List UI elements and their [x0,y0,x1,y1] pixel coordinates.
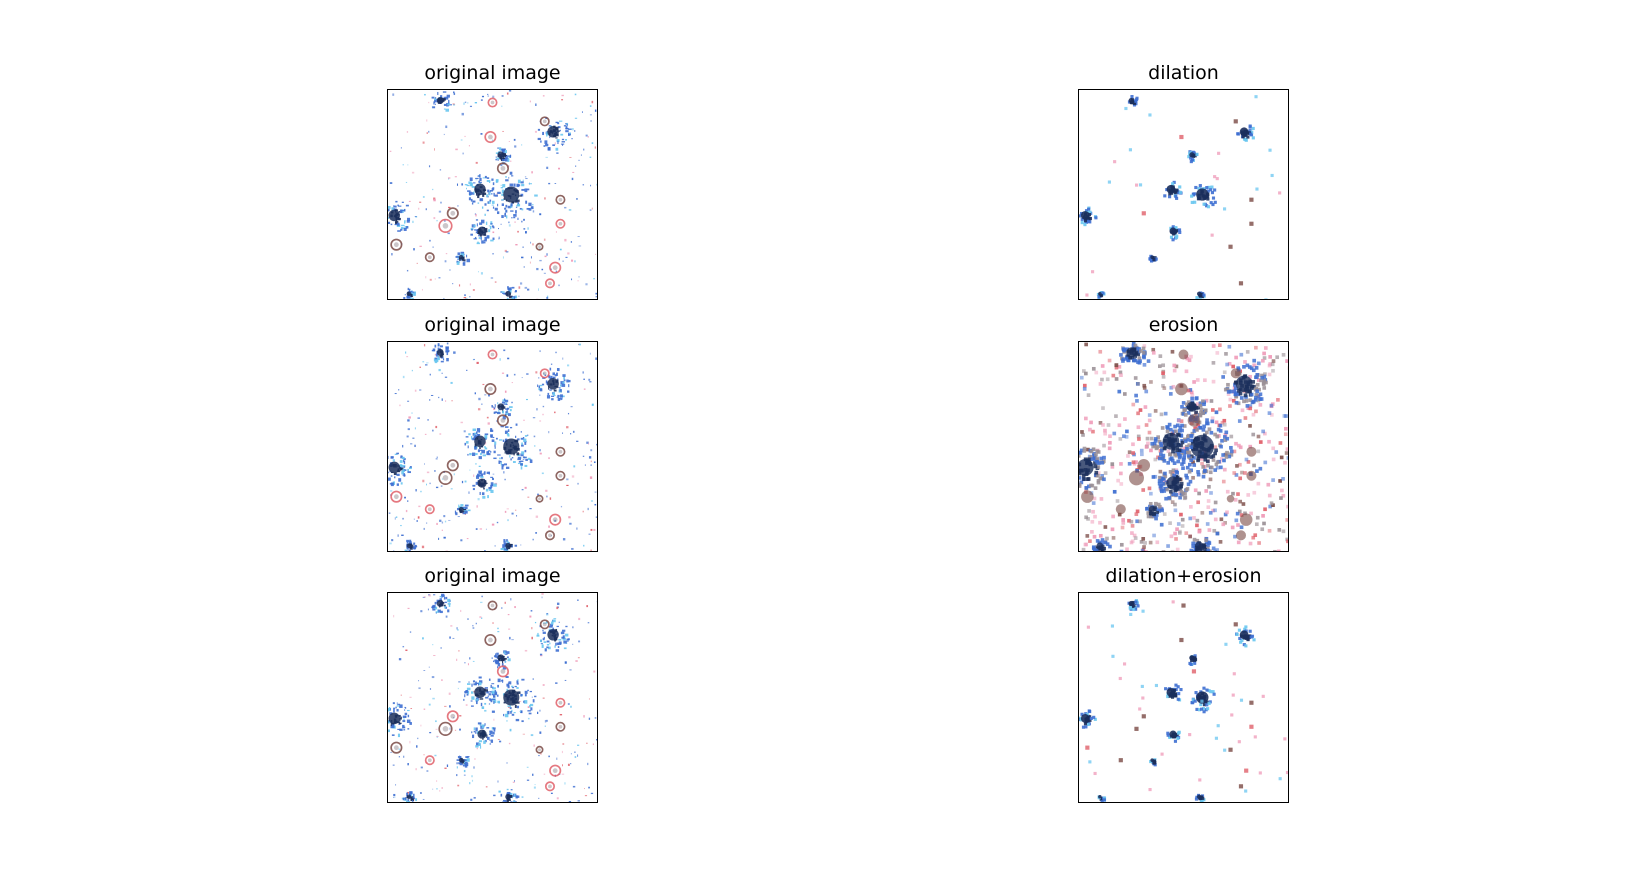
image-dilation [1078,89,1289,300]
micrograph-original [388,593,597,802]
panel-title: original image [424,62,561,84]
panel-dilation-erosion: dilation+erosion [1078,565,1289,803]
panel-dilation: dilation [1078,62,1289,300]
micrograph-original [388,90,597,299]
image-dilation-erosion [1078,592,1289,803]
image-original-1 [387,89,598,300]
panel-title: dilation [1148,62,1219,84]
panel-erosion: erosion [1078,314,1289,552]
panel-original-image-3: original image [387,565,598,803]
panel-title: erosion [1148,314,1219,336]
image-original-3 [387,592,598,803]
micrograph-original [388,342,597,551]
micrograph-dilation [1079,90,1288,299]
image-erosion [1078,341,1289,552]
panel-original-image-2: original image [387,314,598,552]
image-original-2 [387,341,598,552]
micrograph-erosion [1079,342,1288,551]
panel-title: original image [424,565,561,587]
panel-title: dilation+erosion [1105,565,1262,587]
panel-title: original image [424,314,561,336]
panel-original-image-1: original image [387,62,598,300]
micrograph-dilation-erosion [1079,593,1288,802]
